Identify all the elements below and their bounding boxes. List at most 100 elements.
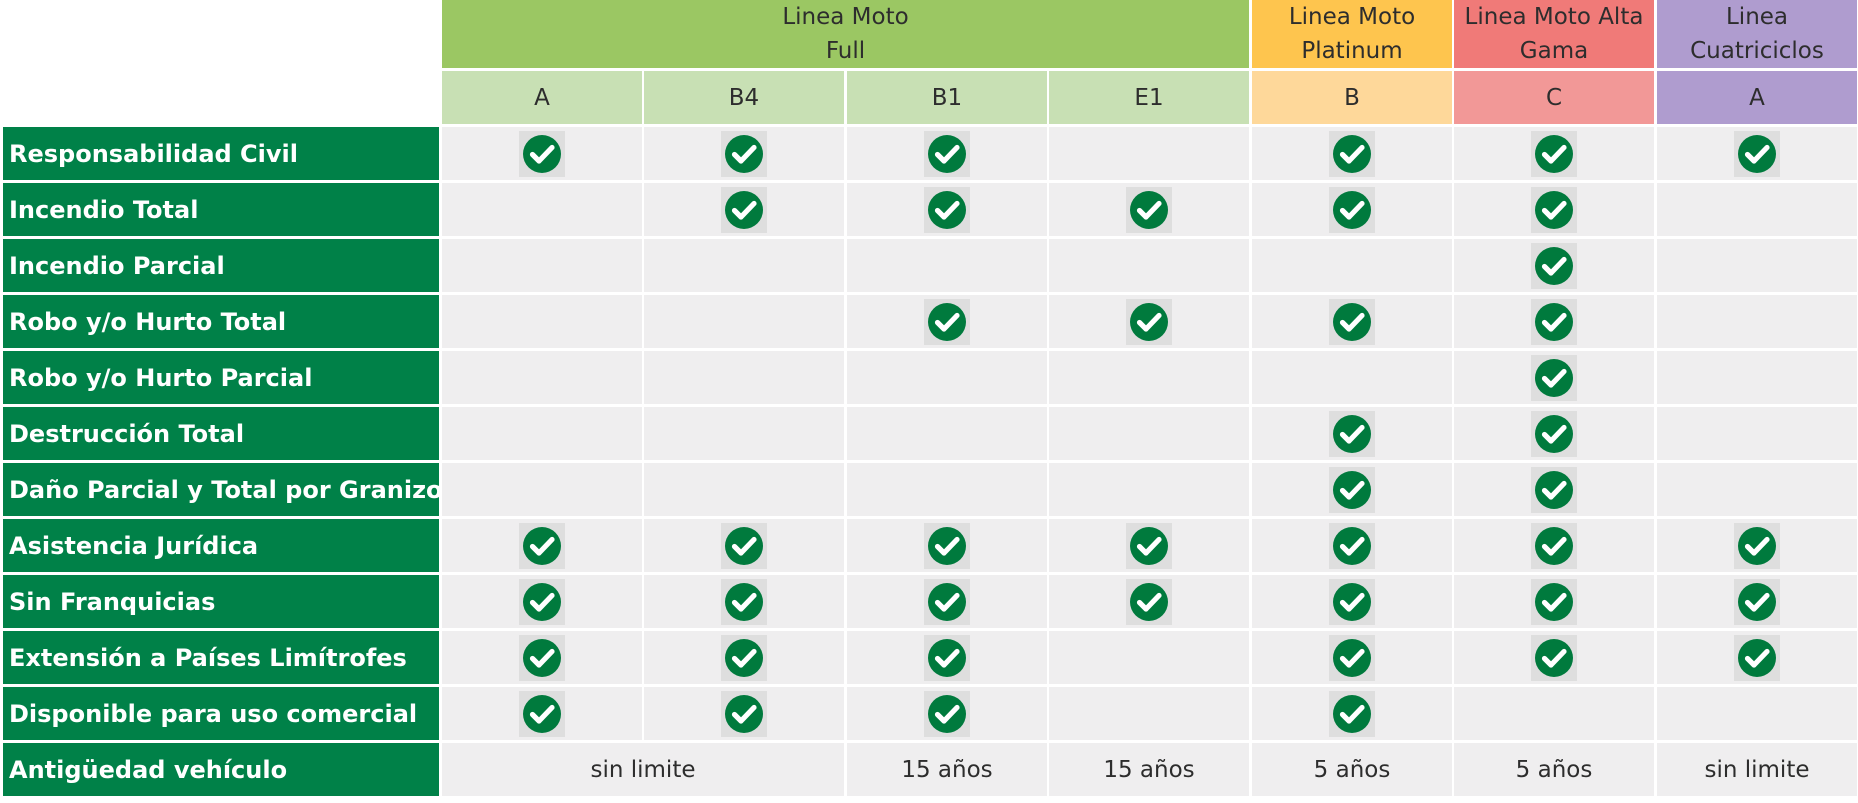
table-cell (1454, 351, 1654, 404)
check-icon (1734, 130, 1780, 177)
table-cell (847, 463, 1047, 516)
table-cell (1049, 687, 1249, 740)
table-cell (1252, 687, 1452, 740)
group-header-line: Full (825, 38, 866, 64)
table-cell (1454, 519, 1654, 572)
group-header-line: Cuatriciclos (1690, 38, 1824, 64)
check-icon (924, 298, 970, 345)
table-cell (1252, 295, 1452, 348)
row-label: Asistencia Jurídica (3, 519, 439, 572)
table-cell (644, 463, 844, 516)
table-cell (644, 519, 844, 572)
row-label: Incendio Parcial (3, 239, 439, 292)
column-header: B (1252, 71, 1452, 124)
row-label: Destrucción Total (3, 407, 439, 460)
table-cell (1657, 631, 1857, 684)
table-cell (1657, 239, 1857, 292)
check-icon (1734, 522, 1780, 569)
table-cell (1657, 183, 1857, 236)
table-cell (1454, 127, 1654, 180)
group-header: Linea Moto Alta Gama (1454, 0, 1654, 68)
table-cell (1657, 295, 1857, 348)
group-header-line: Linea Moto Alta (1464, 4, 1644, 30)
column-header: C (1454, 71, 1654, 124)
table-cell (1252, 127, 1452, 180)
group-header: Linea Moto Platinum (1252, 0, 1452, 68)
table-cell (847, 127, 1047, 180)
table-cell (644, 631, 844, 684)
table-cell (442, 575, 642, 628)
check-icon (1531, 130, 1577, 177)
check-icon (1531, 578, 1577, 625)
check-icon (1531, 242, 1577, 289)
table-cell (1252, 239, 1452, 292)
column-header: A (442, 71, 642, 124)
row-label: Responsabilidad Civil (3, 127, 439, 180)
check-icon (721, 690, 767, 737)
table-cell (1049, 575, 1249, 628)
check-icon (924, 578, 970, 625)
table-cell (1049, 295, 1249, 348)
table-cell (644, 351, 844, 404)
table-cell (1657, 127, 1857, 180)
group-header: Linea Moto Full (442, 0, 1249, 68)
check-icon (1329, 130, 1375, 177)
check-icon (1126, 186, 1172, 233)
check-icon (1329, 466, 1375, 513)
table-cell (847, 575, 1047, 628)
row-label: Sin Franquicias (3, 575, 439, 628)
group-header-line: Gama (1519, 38, 1589, 64)
table-cell (442, 463, 642, 516)
table-cell (1657, 407, 1857, 460)
check-icon (924, 522, 970, 569)
table-cell (442, 127, 642, 180)
table-cell (442, 295, 642, 348)
check-icon (924, 634, 970, 681)
group-header-line: Linea Moto (782, 4, 909, 30)
table-cell (1454, 463, 1654, 516)
check-icon (519, 130, 565, 177)
check-icon (1531, 186, 1577, 233)
table-cell (1049, 463, 1249, 516)
check-icon (1531, 354, 1577, 401)
table-cell (1049, 351, 1249, 404)
table-cell (1252, 519, 1452, 572)
check-icon (721, 186, 767, 233)
table-cell (644, 687, 844, 740)
table-cell (644, 183, 844, 236)
check-icon (1531, 410, 1577, 457)
table-cell (442, 519, 642, 572)
check-icon (721, 634, 767, 681)
check-icon (1126, 522, 1172, 569)
table-cell (847, 631, 1047, 684)
check-icon (721, 522, 767, 569)
table-cell (1049, 631, 1249, 684)
column-header: A (1657, 71, 1857, 124)
check-icon (924, 690, 970, 737)
table-cell (1252, 351, 1452, 404)
table-cell (1657, 575, 1857, 628)
table-cell (442, 407, 642, 460)
age-value: sin limite (442, 743, 844, 796)
check-icon (1329, 578, 1375, 625)
table-cell (1454, 687, 1654, 740)
check-icon (1126, 298, 1172, 345)
table-cell (847, 519, 1047, 572)
table-cell (644, 575, 844, 628)
check-icon (721, 578, 767, 625)
table-cell (644, 127, 844, 180)
age-value: sin limite (1657, 743, 1857, 796)
check-icon (721, 130, 767, 177)
column-header: B4 (644, 71, 844, 124)
table-cell (442, 631, 642, 684)
table-cell (1657, 351, 1857, 404)
check-icon (1531, 634, 1577, 681)
row-label: Robo y/o Hurto Parcial (3, 351, 439, 404)
table-cell (644, 407, 844, 460)
table-cell (847, 295, 1047, 348)
table-cell (847, 183, 1047, 236)
group-header-line: Platinum (1301, 38, 1403, 64)
table-cell (847, 407, 1047, 460)
table-cell (1049, 239, 1249, 292)
table-cell (644, 295, 844, 348)
